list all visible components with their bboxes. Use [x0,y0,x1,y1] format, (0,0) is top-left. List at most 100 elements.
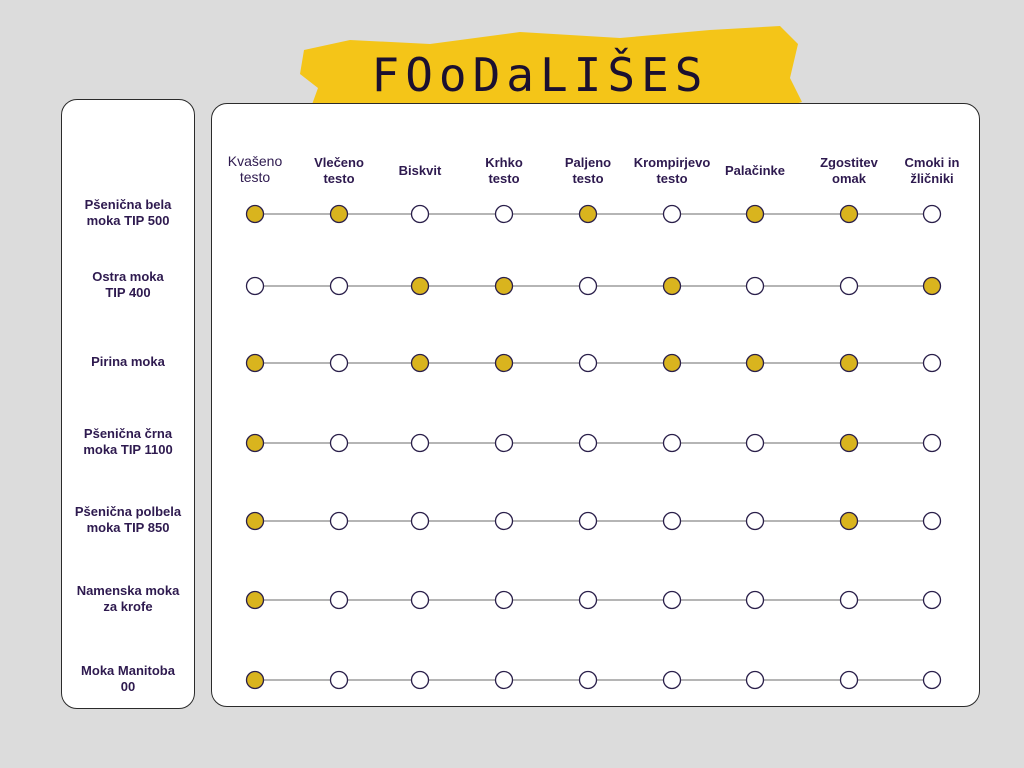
column-header-line: Vlečeno [314,155,364,170]
row-header-line: TIP 400 [105,285,151,300]
row-header: Moka Manitoba 00 [61,663,195,695]
unsuitable-dot [922,433,942,453]
unsuitable-dot [410,511,430,531]
suitable-dot [745,204,765,224]
column-header-line: Kvašeno [227,153,283,169]
column-header: Paljeno testo [540,155,636,187]
column-header: Zgostitev omak [801,155,897,187]
suitable-dot [329,204,349,224]
suitable-dot [494,353,514,373]
unsuitable-dot [494,204,514,224]
column-header-line: testo [239,169,271,185]
unsuitable-dot [329,276,349,296]
unsuitable-dot [329,590,349,610]
suitable-dot [245,204,265,224]
unsuitable-dot [410,670,430,690]
unsuitable-dot [578,590,598,610]
suitable-dot [662,276,682,296]
suitable-dot [245,670,265,690]
row-header-line: Namenska moka [76,583,180,598]
row-header-line: moka TIP 850 [86,520,170,535]
column-header: Krompirjevo testo [624,155,720,187]
suitable-dot [494,276,514,296]
unsuitable-dot [745,433,765,453]
unsuitable-dot [662,670,682,690]
unsuitable-dot [578,433,598,453]
column-header: Vlečeno testo [291,155,387,187]
suitable-dot [922,276,942,296]
suitable-dot [410,276,430,296]
unsuitable-dot [922,670,942,690]
unsuitable-dot [578,276,598,296]
unsuitable-dot [839,670,859,690]
row-header-line: Pšenična polbela [74,504,182,519]
unsuitable-dot [494,590,514,610]
unsuitable-dot [329,511,349,531]
unsuitable-dot [922,511,942,531]
column-header-line: testo [488,171,520,186]
column-header-line: Krompirjevo [633,155,711,170]
unsuitable-dot [662,433,682,453]
unsuitable-dot [745,590,765,610]
row-header: Namenska moka za krofe [61,583,195,615]
suitable-dot [245,433,265,453]
unsuitable-dot [745,511,765,531]
row-header: Pirina moka [61,354,195,370]
column-header-line: testo [572,171,604,186]
unsuitable-dot [839,590,859,610]
column-header-line: omak [832,171,866,186]
suitable-dot [662,353,682,373]
row-header-line: za krofe [103,599,153,614]
row-header-line: Pirina moka [91,354,165,369]
row-header-line: Pšenična bela [84,197,172,212]
column-header-line: Cmoki in [904,155,960,170]
column-header-line: Palačinke [725,163,785,178]
suitable-dot [839,353,859,373]
column-header-line: Paljeno [564,155,612,170]
suitable-dot [839,204,859,224]
column-header-line: žličniki [910,171,954,186]
unsuitable-dot [329,433,349,453]
unsuitable-dot [745,670,765,690]
row-header: Pšenična bela moka TIP 500 [61,197,195,229]
column-header-line: Zgostitev [820,155,878,170]
suitable-dot [578,204,598,224]
unsuitable-dot [578,511,598,531]
unsuitable-dot [494,433,514,453]
row-header-line: Moka Manitoba [81,663,175,678]
suitable-dot [745,353,765,373]
column-header: Kvašeno testo [207,153,303,185]
unsuitable-dot [922,353,942,373]
unsuitable-dot [662,511,682,531]
unsuitable-dot [745,276,765,296]
column-header-line: testo [656,171,688,186]
unsuitable-dot [329,670,349,690]
unsuitable-dot [578,670,598,690]
suitable-dot [245,590,265,610]
suitable-dot [839,433,859,453]
column-header: Biskvit [372,163,468,179]
page-title: FOoDaLIŠES [371,48,709,102]
unsuitable-dot [662,590,682,610]
suitable-dot [839,511,859,531]
unsuitable-dot [494,511,514,531]
column-header: Krhko testo [456,155,552,187]
column-header: Cmoki in žličniki [884,155,980,187]
suitable-dot [245,353,265,373]
unsuitable-dot [922,590,942,610]
row-header-line: 00 [120,679,136,694]
suitable-dot [245,511,265,531]
row-header: Pšenična polbela moka TIP 850 [61,504,195,536]
unsuitable-dot [410,433,430,453]
row-header-line: moka TIP 1100 [83,442,173,457]
column-header-line: testo [323,171,355,186]
column-header-line: Biskvit [398,163,442,178]
column-header-line: Krhko [485,155,523,170]
row-labels-panel [61,99,195,709]
column-header: Palačinke [707,163,803,179]
unsuitable-dot [410,204,430,224]
row-header-line: Ostra moka [92,269,164,284]
unsuitable-dot [329,353,349,373]
unsuitable-dot [839,276,859,296]
